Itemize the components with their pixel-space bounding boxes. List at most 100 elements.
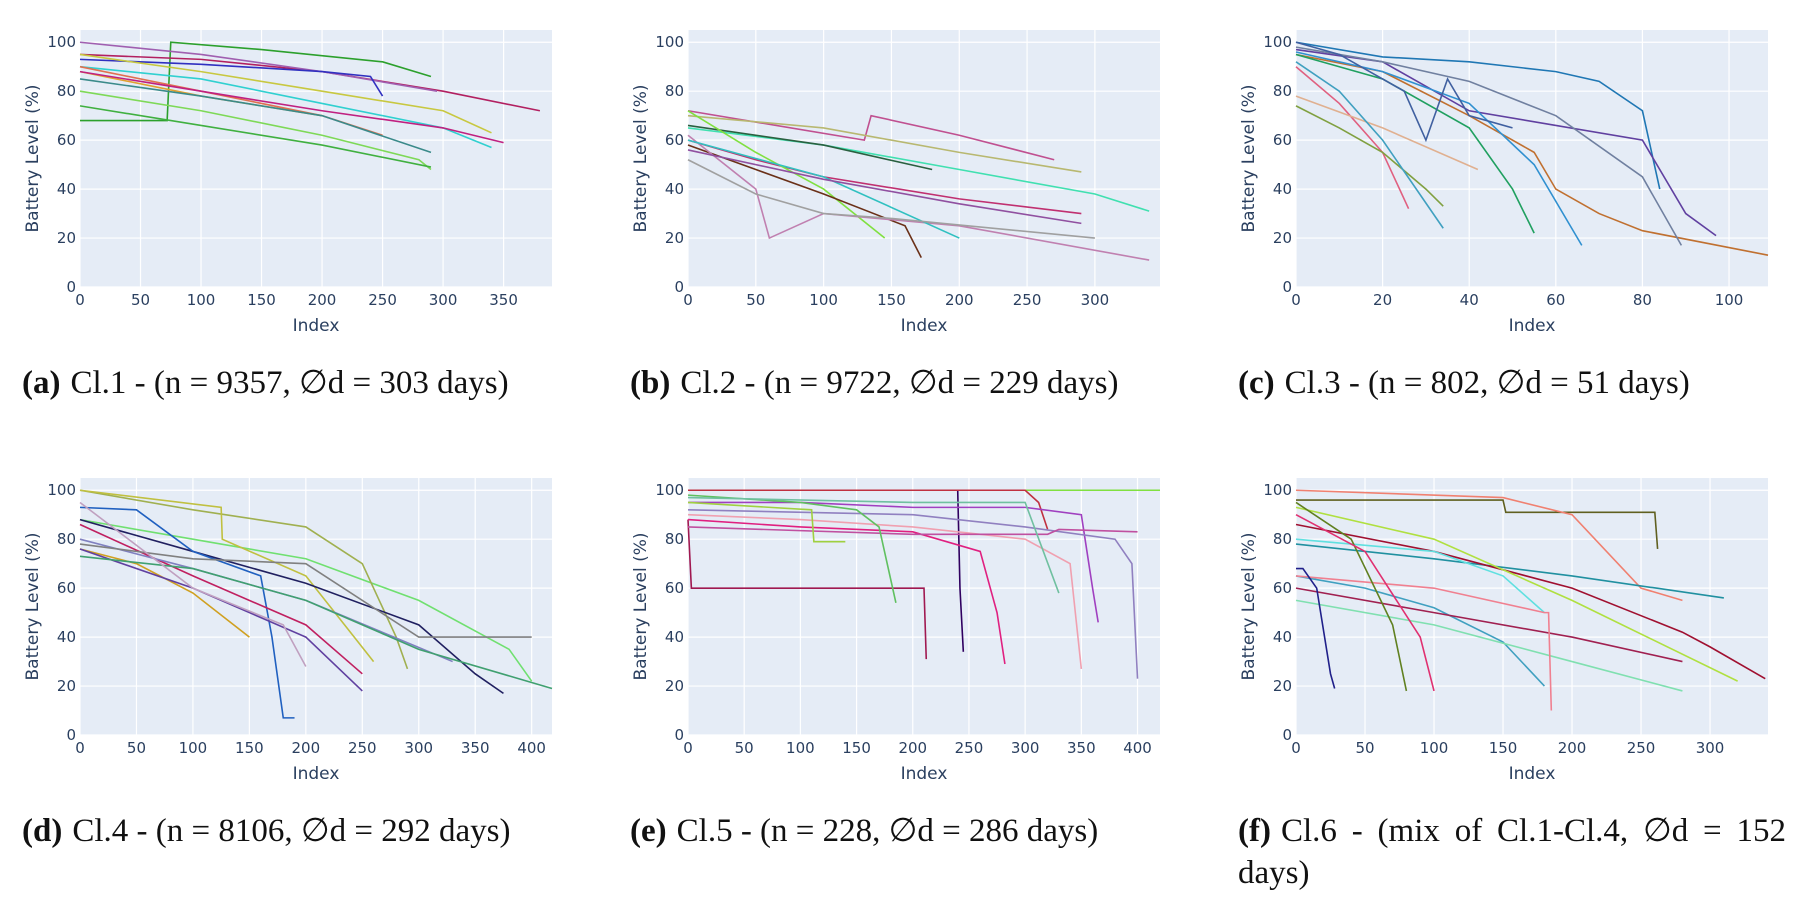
x-tick-label: 50	[127, 739, 146, 757]
plot-area	[1296, 30, 1768, 287]
y-tick-label: 60	[57, 579, 76, 597]
y-tick-label: 80	[57, 530, 76, 548]
x-tick-label: 50	[1355, 739, 1374, 757]
plot-area	[80, 30, 552, 287]
y-tick-label: 60	[1273, 579, 1292, 597]
x-tick-label: 150	[235, 739, 264, 757]
data-line	[1295, 95, 1479, 171]
panel: 0 20 40 60 80 100 0 20 40 60 80 100 Index Battery Lev…	[1216, 0, 1800, 448]
x-tick-label: 150	[842, 739, 871, 757]
data-line	[687, 144, 922, 258]
y-tick-label: 40	[57, 180, 76, 198]
data-line	[80, 41, 432, 122]
x-tick-label: 40	[1460, 291, 1479, 309]
data-line	[79, 53, 492, 134]
lines	[687, 109, 1150, 261]
x-tick-label: 100	[179, 739, 208, 757]
chart: 0 20 40 60 80 100 0 50 100 150 200 250 300 Index Batte…	[631, 30, 1160, 336]
x-axis-title: Index	[1509, 316, 1556, 336]
caption-text: Cl.6 - (mix of Cl.1-Cl.4, ∅d = 152 days)	[1238, 813, 1786, 891]
data-line	[79, 58, 384, 97]
data-line	[687, 139, 960, 239]
y-tick-label: 60	[1273, 131, 1292, 149]
x-axis-title: Index	[1509, 764, 1556, 784]
data-line	[79, 555, 553, 690]
y-axis-title: Battery Level (%)	[1239, 84, 1259, 232]
y-tick-label: 60	[57, 131, 76, 149]
data-line	[1295, 66, 1410, 210]
plot-area	[1296, 478, 1768, 735]
y-tick-label: 20	[57, 229, 76, 247]
y-tick-label: 40	[1273, 180, 1292, 198]
x-tick-label: 350	[461, 739, 490, 757]
y-tick-label: 0	[674, 726, 684, 744]
y-tick-label: 40	[665, 628, 684, 646]
x-tick-label: 100	[1715, 291, 1744, 309]
data-line	[1295, 41, 1513, 143]
chart: 0 20 40 60 80 100 0 50 100 150 200 250 300 350 400 Inde…	[23, 478, 553, 784]
x-tick-label: 100	[809, 291, 838, 309]
x-tick-label: 300	[1011, 739, 1040, 757]
y-tick-label: 20	[665, 229, 684, 247]
x-tick-label: 60	[1546, 291, 1565, 309]
y-tick-label: 40	[1273, 628, 1292, 646]
data-line	[1295, 501, 1408, 692]
x-tick-label: 300	[404, 739, 433, 757]
data-line	[1295, 575, 1553, 711]
data-line	[1295, 514, 1435, 692]
x-tick-label: 0	[683, 291, 693, 309]
data-line	[1295, 587, 1683, 663]
caption-label: (d)	[22, 813, 63, 849]
x-tick-label: 150	[877, 291, 906, 309]
data-line	[1295, 105, 1444, 207]
data-line	[687, 109, 1055, 161]
chart: 0 20 40 60 80 100 0 50 100 150 200 250 300 350 Index Ba…	[23, 30, 552, 336]
caption-label: (b)	[630, 365, 671, 401]
x-tick-label: 0	[75, 291, 85, 309]
data-line	[1295, 575, 1546, 687]
x-tick-label: 300	[1081, 291, 1110, 309]
y-tick-label: 0	[1282, 278, 1292, 296]
y-tick-label: 0	[1282, 726, 1292, 744]
y-axis-title: Battery Level (%)	[23, 532, 43, 680]
y-tick-label: 20	[57, 677, 76, 695]
data-line	[687, 149, 1082, 225]
lines	[79, 489, 553, 719]
x-tick-label: 0	[75, 739, 85, 757]
x-axis-title: Index	[293, 316, 340, 336]
caption: (f) Cl.6 - (mix of Cl.1-Cl.4, ∅d = 152 da…	[1238, 810, 1786, 894]
y-tick-label: 20	[1273, 677, 1292, 695]
y-tick-label: 100	[655, 481, 684, 499]
data-line	[687, 114, 1082, 173]
x-tick-label: 20	[1373, 291, 1392, 309]
y-axis-title: Battery Level (%)	[631, 84, 651, 232]
x-tick-label: 200	[898, 739, 927, 757]
y-tick-label: 20	[665, 677, 684, 695]
data-line	[79, 523, 363, 675]
data-line	[79, 501, 307, 667]
caption: (a) Cl.1 - (n = 9357, ∅d = 303 days)	[22, 362, 570, 404]
y-tick-label: 100	[1263, 481, 1292, 499]
data-line	[1295, 46, 1683, 246]
data-line	[79, 489, 375, 663]
panel: 0 20 40 60 80 100 0 50 100 150 200 250 300 350 Index Ba…	[0, 0, 600, 448]
y-tick-label: 0	[66, 278, 76, 296]
x-tick-label: 80	[1633, 291, 1652, 309]
data-line	[79, 548, 363, 692]
caption: (d) Cl.4 - (n = 8106, ∅d = 292 days)	[22, 810, 570, 852]
data-line	[79, 518, 504, 695]
x-axis-title: Index	[293, 764, 340, 784]
data-line	[1296, 567, 1336, 689]
y-tick-label: 60	[665, 579, 684, 597]
x-tick-label: 400	[517, 739, 546, 757]
x-tick-label: 100	[786, 739, 815, 757]
caption: (c) Cl.3 - (n = 802, ∅d = 51 days)	[1238, 362, 1786, 404]
x-tick-label: 400	[1123, 739, 1152, 757]
data-line	[79, 70, 504, 144]
y-tick-label: 100	[1263, 33, 1292, 51]
data-line	[79, 543, 532, 638]
lines	[687, 489, 1160, 679]
x-tick-label: 0	[1291, 739, 1301, 757]
data-line	[79, 105, 432, 168]
x-tick-label: 200	[292, 739, 321, 757]
